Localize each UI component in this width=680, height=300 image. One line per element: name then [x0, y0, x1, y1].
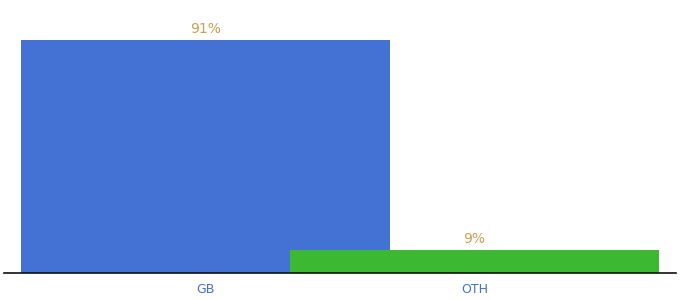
Text: 91%: 91%: [190, 22, 221, 36]
Text: 9%: 9%: [463, 232, 486, 246]
Bar: [21, 40, 390, 273]
Bar: [290, 250, 659, 273]
